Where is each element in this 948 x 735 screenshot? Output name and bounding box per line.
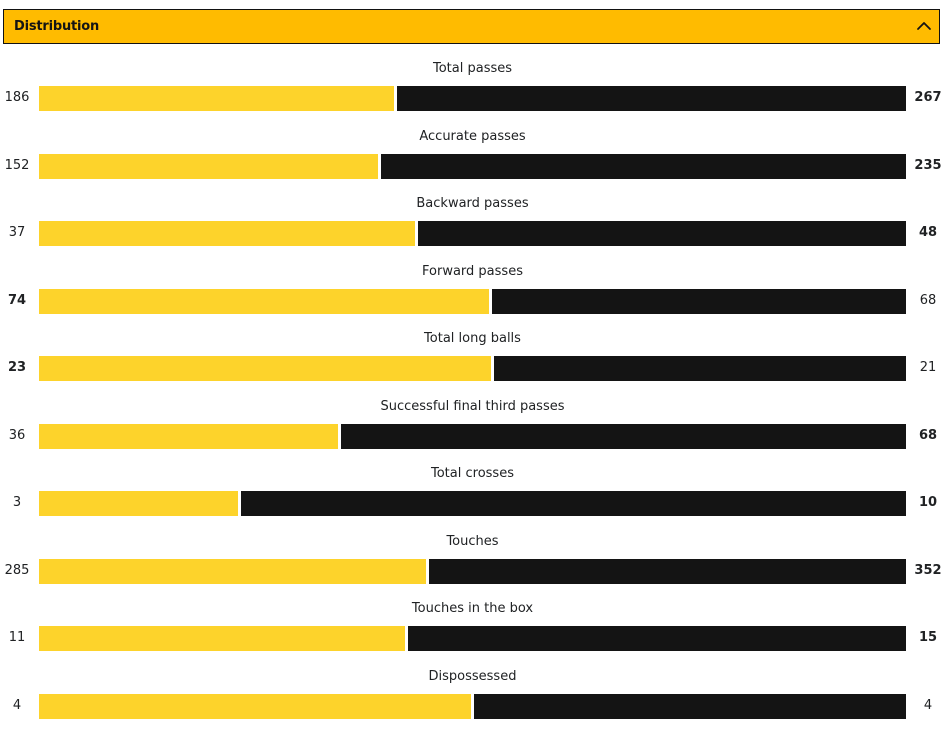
away-value: 235 [914,157,942,173]
stat-row-total-long-balls: Total long balls 23 21 [0,328,948,396]
away-bar-segment [241,491,906,516]
home-value: 23 [7,360,27,375]
stat-label: Backward passes [416,196,529,211]
stat-label: Touches [446,533,499,549]
away-bar-segment [492,288,906,314]
section-title: Distribution [14,19,100,34]
away-bar-segment [408,626,906,651]
home-value: 37 [8,225,26,240]
stat-row-touches-in-the-box: Touches in the box 11 15 [0,598,948,666]
comparison-bar [39,288,906,314]
home-bar-segment [39,153,378,179]
stat-row-total-crosses: Total crosses 3 10 [0,463,948,531]
stat-row-successful-final-third-passes: Successful final third passes 36 68 [0,396,948,464]
home-value: 3 [12,495,22,510]
stat-row-touches: Touches 285 352 [0,531,948,599]
away-value: 352 [914,562,942,578]
home-bar-segment [39,626,405,651]
stat-label: Dispossessed [428,668,517,684]
away-value: 15 [918,630,938,645]
distribution-section-header[interactable]: Distribution [3,9,940,44]
away-value: 10 [918,495,938,510]
away-bar-segment [381,153,906,179]
stat-label: Total passes [432,61,513,76]
home-bar-segment [39,558,426,584]
home-bar-segment [39,221,415,246]
away-bar-segment [494,356,906,381]
home-bar-segment [39,288,489,314]
comparison-bar [39,356,906,381]
home-value: 152 [4,157,30,173]
home-value: 11 [8,630,26,645]
comparison-bar [39,86,906,111]
away-value: 267 [914,90,942,105]
away-value: 68 [918,427,938,443]
stat-label: Total long balls [424,331,521,346]
away-bar-segment [429,558,906,584]
away-bar-segment [418,221,906,246]
away-value: 21 [919,360,937,375]
stat-row-dispossessed: Dispossessed 4 4 [0,666,948,734]
away-bar-segment [474,693,906,719]
home-value: 36 [8,427,26,443]
home-value: 186 [4,90,30,105]
home-bar-segment [39,693,471,719]
comparison-bar [39,221,906,246]
stat-label: Accurate passes [419,128,526,144]
stat-label: Total crosses [431,466,514,481]
stat-row-forward-passes: Forward passes 74 68 [0,261,948,329]
comparison-bar [39,626,906,651]
home-value: 74 [7,292,27,308]
chevron-up-icon[interactable] [916,18,932,34]
comparison-bar [39,153,906,179]
home-value: 4 [12,697,22,713]
stat-row-total-passes: Total passes 186 267 [0,58,948,126]
away-bar-segment [341,423,906,449]
stat-row-accurate-passes: Accurate passes 152 235 [0,126,948,194]
stat-label: Successful final third passes [380,398,565,414]
stat-row-backward-passes: Backward passes 37 48 [0,193,948,261]
away-value: 4 [923,697,933,713]
comparison-bar [39,693,906,719]
home-bar-segment [39,86,394,111]
away-value: 68 [919,292,937,308]
home-bar-segment [39,356,491,381]
comparison-bar [39,423,906,449]
away-bar-segment [397,86,906,111]
stats-list: Total passes 186 267 Accurate passes 152… [0,58,948,733]
comparison-bar [39,558,906,584]
home-bar-segment [39,423,338,449]
stat-label: Touches in the box [411,601,534,616]
home-value: 285 [4,562,30,578]
home-bar-segment [39,491,238,516]
stat-label: Forward passes [422,263,523,279]
comparison-bar [39,491,906,516]
away-value: 48 [918,225,938,240]
